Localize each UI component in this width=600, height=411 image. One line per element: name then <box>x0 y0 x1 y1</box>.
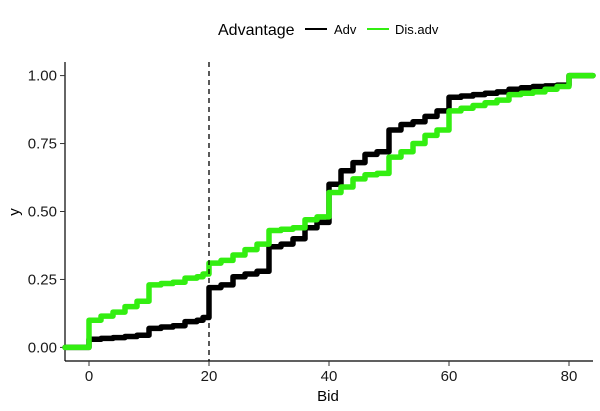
legend: Advantage Adv Dis.adv <box>218 22 439 39</box>
x-tick-label: 20 <box>201 368 218 385</box>
legend-title: Advantage <box>218 22 295 39</box>
x-tick-label: 60 <box>441 368 458 385</box>
legend-label-disadv: Dis.adv <box>395 22 439 37</box>
y-tick-label: 1.00 <box>28 68 57 85</box>
y-tick-label: 0.00 <box>28 339 57 356</box>
y-tick-label: 0.75 <box>28 136 57 153</box>
x-tick-label: 40 <box>321 368 338 385</box>
plot-area: 0 20 40 60 80 0.00 0.25 0.50 0.75 1.00 <box>28 62 596 385</box>
y-tick-label: 0.50 <box>28 204 57 221</box>
y-tick-label: 0.25 <box>28 271 57 288</box>
x-axis-title: Bid <box>317 388 339 405</box>
series-line-disadv <box>62 72 596 351</box>
y-axis-title: y <box>6 208 23 216</box>
x-tick-label: 0 <box>85 368 93 385</box>
x-tick-label: 80 <box>561 368 578 385</box>
legend-label-adv: Adv <box>334 22 357 37</box>
